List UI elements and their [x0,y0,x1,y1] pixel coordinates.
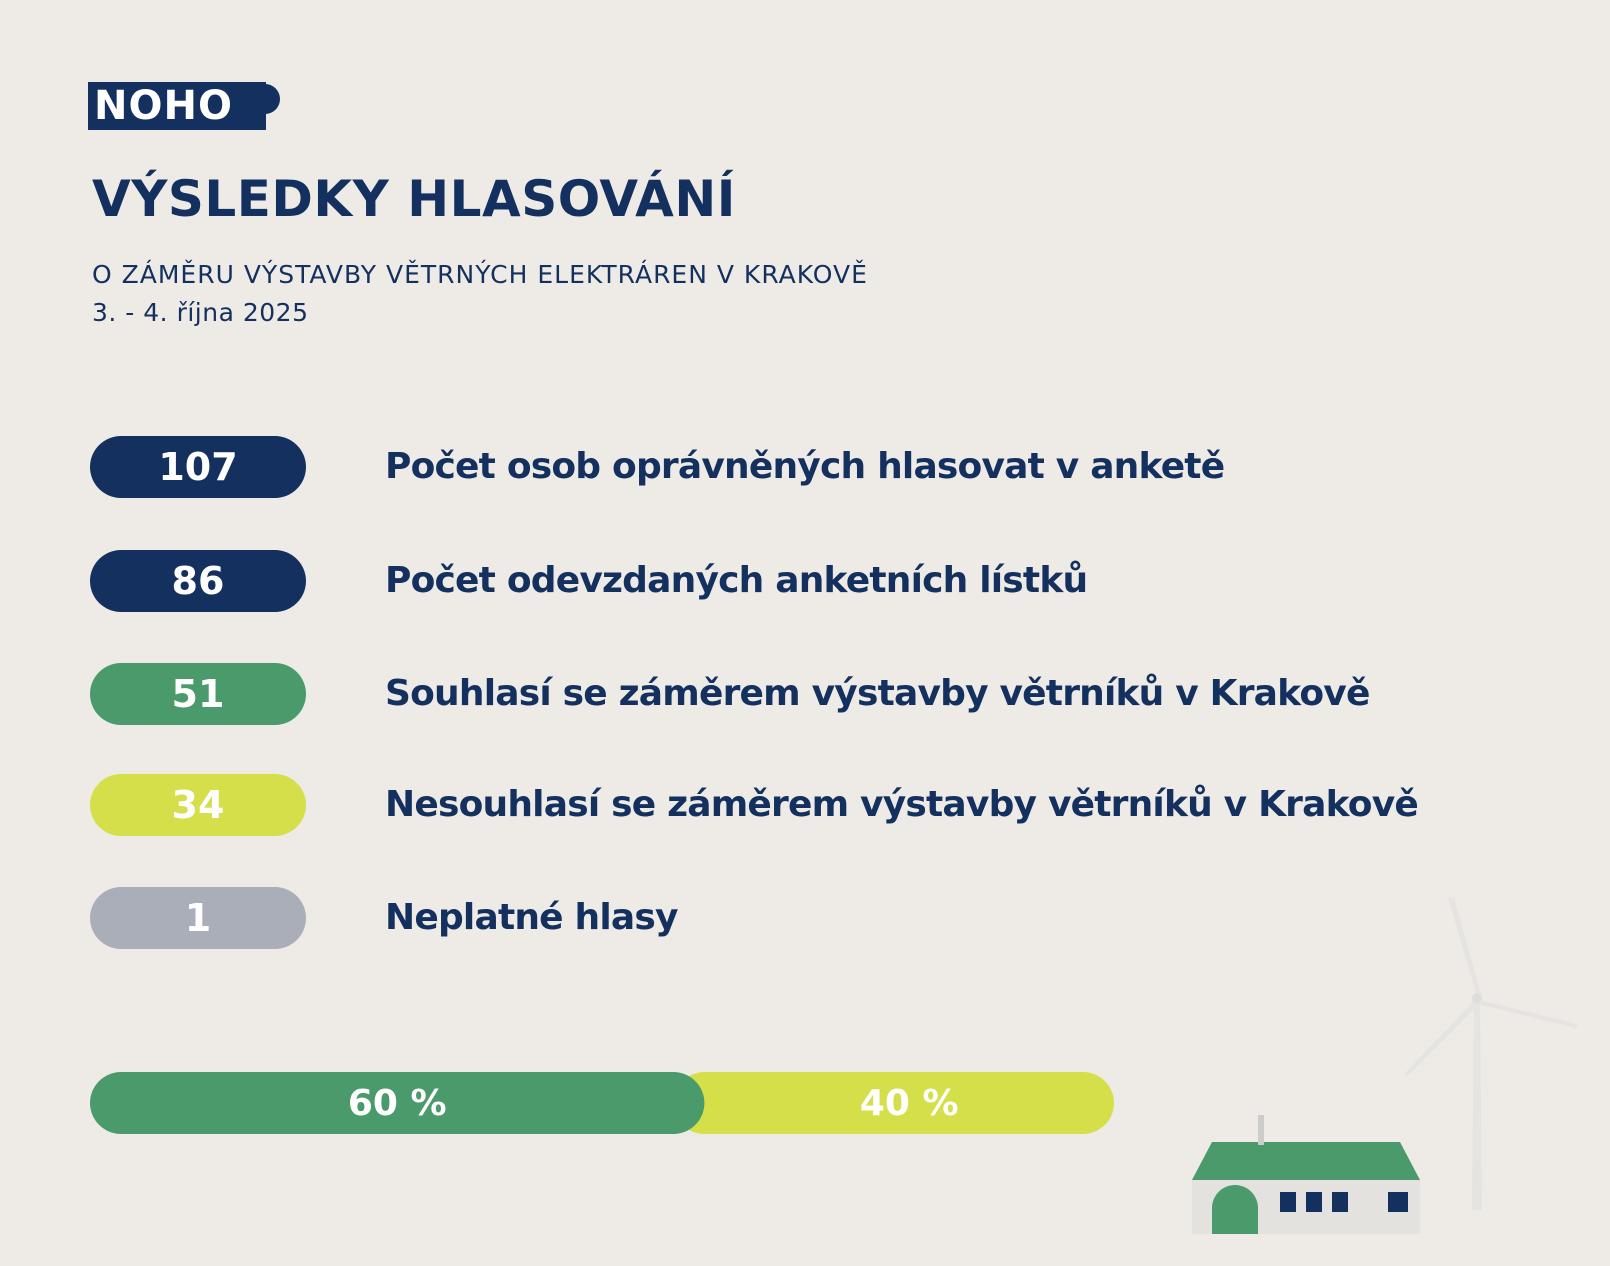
stat-value: 34 [90,774,306,836]
stat-row: 1 Neplatné hlasy [90,887,1490,949]
logo-bolt [250,84,280,114]
stat-row: 51 Souhlasí se záměrem výstavby větrníků … [90,663,1490,725]
bar-segment [90,1072,705,1134]
stat-value: 107 [90,436,306,498]
date: 3. - 4. října 2025 [92,298,309,327]
title: VÝSLEDKY HLASOVÁNÍ [92,170,736,228]
stat-row: 34 Nesouhlasí se záměrem výstavby větrník… [90,774,1490,836]
bar-segment [673,1072,1114,1134]
decoration [1192,898,1578,1234]
stat-label: Počet odevzdaných anketních lístků [385,560,1088,601]
logo-text: NOHO [94,83,233,129]
stat-row: 107 Počet osob oprávněných hlasovat v ank… [90,436,1490,498]
stat-label: Počet osob oprávněných hlasovat v anketě [385,446,1225,487]
subtitle: O ZÁMĚRU VÝSTAVBY VĚTRNÝCH ELEKTRÁREN V … [92,260,868,289]
stat-value: 1 [90,887,306,949]
logo: NOHO [88,82,280,130]
bar-segment-label: 40 % [860,1083,959,1124]
stat-label: Souhlasí se záměrem výstavby větrníků v … [385,673,1370,714]
stat-value: 51 [90,663,306,725]
stat-value: 86 [90,550,306,612]
stat-row: 86 Počet odevzdaných anketních lístků [90,550,1490,612]
stat-label: Neplatné hlasy [385,897,679,938]
stat-label: Nesouhlasí se záměrem výstavby větrníků … [385,784,1419,825]
bar-segment-label: 60 % [348,1083,447,1124]
